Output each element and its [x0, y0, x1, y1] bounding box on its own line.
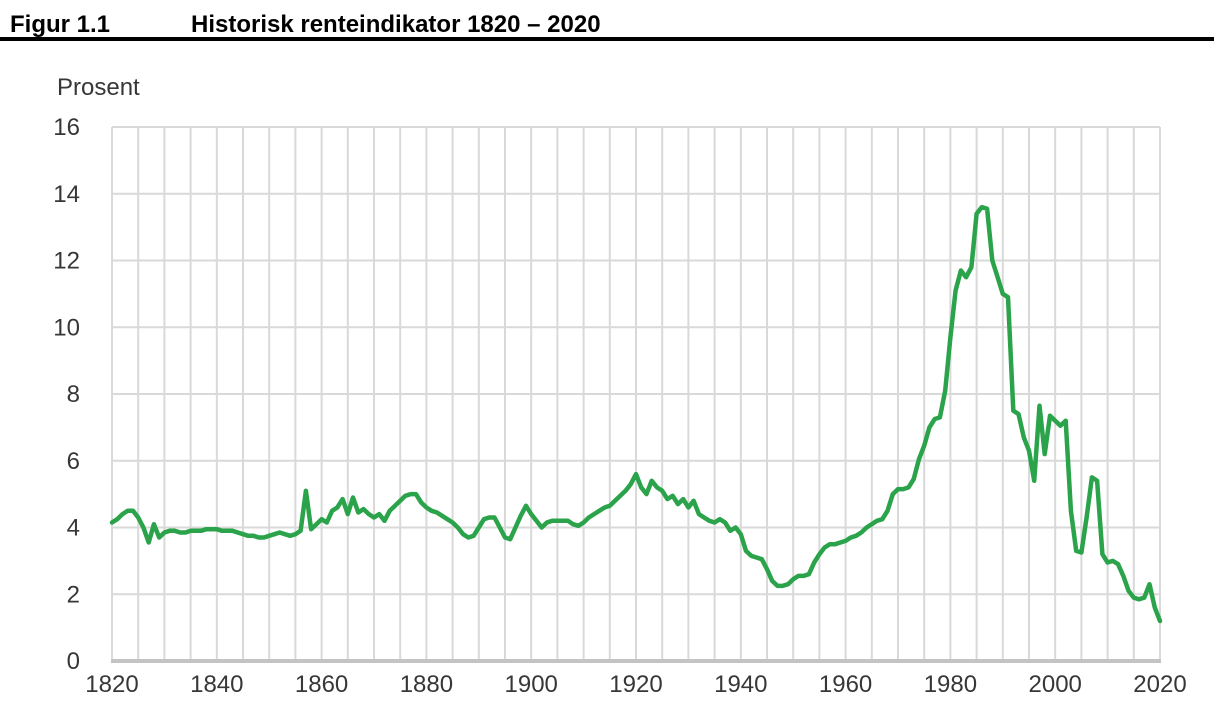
y-axis-title: Prosent — [57, 74, 140, 101]
title-rule-divider — [0, 37, 1214, 41]
x-tick-label: 1860 — [295, 671, 348, 698]
x-tick-label: 1960 — [819, 671, 872, 698]
x-tick-label: 1920 — [609, 671, 662, 698]
y-tick-label: 14 — [53, 181, 80, 208]
x-tick-label: 1940 — [714, 671, 767, 698]
y-tick-label: 2 — [67, 581, 80, 608]
rente-indicator-line — [109, 204, 1163, 624]
x-tick-label: 1820 — [85, 671, 138, 698]
y-tick-label: 10 — [53, 314, 80, 341]
x-tick-label: 2000 — [1029, 671, 1082, 698]
x-tick-label: 1900 — [505, 671, 558, 698]
y-tick-label: 16 — [53, 114, 80, 141]
x-tick-label: 1880 — [400, 671, 453, 698]
y-tick-label: 8 — [67, 381, 80, 408]
y-tick-label: 12 — [53, 248, 80, 275]
y-tick-label: 6 — [67, 448, 80, 475]
x-tick-label: 2020 — [1133, 671, 1186, 698]
figure-number-label: Figur 1.1 — [10, 11, 111, 38]
y-tick-label: 4 — [67, 515, 80, 542]
x-tick-label: 1980 — [924, 671, 977, 698]
x-tick-label: 1840 — [190, 671, 243, 698]
y-tick-label: 0 — [67, 648, 80, 675]
figure-title: Historisk renteindikator 1820 – 2020 — [191, 11, 601, 38]
